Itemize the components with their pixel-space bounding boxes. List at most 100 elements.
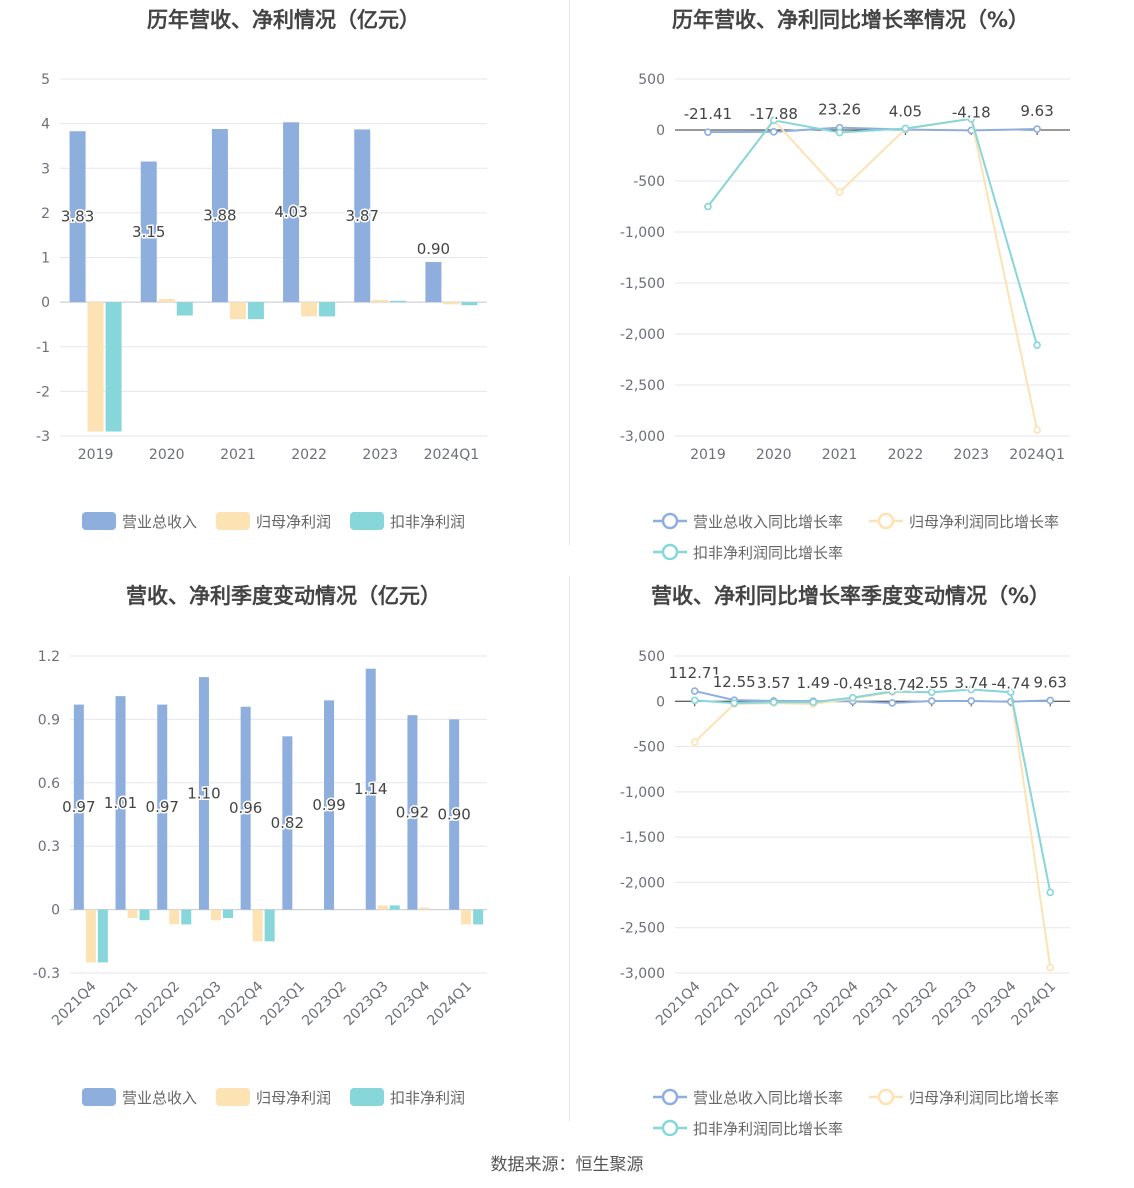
chart-title: 历年营收、净利同比增长率情况（%）	[671, 8, 1030, 32]
bar	[169, 909, 180, 925]
y-tick-label: -1	[36, 340, 50, 356]
bar	[407, 715, 418, 910]
y-tick-label: -0.3	[33, 966, 60, 982]
y-tick-label: 1.2	[38, 649, 60, 665]
data-point	[690, 738, 699, 746]
legend-swatch	[82, 512, 116, 530]
bar	[73, 704, 84, 910]
bar	[461, 302, 478, 306]
y-tick-label: -1,500	[620, 830, 665, 846]
quarterly-amount-svg: -0.300.30.60.91.22021Q42022Q12022Q22022Q…	[33, 649, 487, 1107]
data-label: 2.55	[915, 674, 948, 692]
data-label: 4.03	[274, 203, 307, 221]
bar	[69, 131, 86, 303]
bar	[105, 302, 122, 432]
y-tick-label: 0	[51, 903, 60, 919]
y-tick-label: 1	[41, 251, 50, 267]
legend-label: 营业总收入同比增长率	[693, 1089, 843, 1107]
y-tick-label: -2	[36, 384, 50, 400]
bar	[301, 302, 318, 317]
x-tick-label: 2023Q3	[341, 979, 392, 1030]
series-line	[707, 117, 1039, 431]
x-tick-label: 2024Q1	[1008, 979, 1059, 1030]
x-tick-label: 2021Q4	[49, 978, 100, 1029]
data-point	[1033, 341, 1041, 350]
quarterly-growth-chart: 营收、净利同比增长率季度变动情况（%） -3,000 -2,500 -2,000 -1…	[567, 576, 1134, 1138]
bar	[140, 161, 157, 303]
legend-label: 营业总收入	[122, 1089, 197, 1107]
data-label: 0.90	[437, 806, 470, 824]
data-point	[1046, 888, 1055, 897]
legend-marker	[877, 1088, 895, 1106]
legend-swatch	[350, 512, 384, 530]
series-line	[694, 688, 1052, 968]
data-source: 数据来源：恒生聚源	[490, 1155, 644, 1175]
legend-label: 归母净利润	[256, 513, 331, 531]
bar	[473, 909, 484, 925]
bar	[264, 909, 275, 942]
data-point	[901, 124, 910, 133]
bar	[97, 909, 108, 963]
data-label: -21.41	[684, 105, 732, 123]
y-tick-label: -3,000	[620, 966, 665, 982]
data-label: 23.26	[818, 101, 861, 119]
legend-marker	[877, 512, 895, 530]
bar	[222, 909, 233, 919]
data-label: 0.90	[417, 240, 450, 258]
bar	[210, 909, 221, 921]
data-point	[769, 116, 778, 125]
y-tick-label: 0	[656, 123, 665, 139]
data-point	[1046, 696, 1055, 705]
legend-label: 营业总收入同比增长率	[693, 513, 843, 531]
y-tick-label: 500	[638, 649, 665, 665]
data-label: 0.97	[62, 798, 95, 816]
legend-label: 营业总收入	[122, 513, 197, 531]
x-tick-label: 2024Q1	[424, 447, 480, 463]
data-label: 0.97	[146, 798, 179, 816]
bar	[319, 302, 336, 317]
chart-title: 历年营收、净利情况（亿元）	[147, 8, 420, 32]
annual-amount-chart: 历年营收、净利情况（亿元） -3 -2 -1 0 1 2 3 4 5 2019 2020 2021 20…	[0, 0, 567, 560]
bar	[390, 300, 407, 303]
y-tick-label: 0.6	[38, 776, 60, 792]
legend-swatch	[350, 1088, 384, 1106]
data-point	[967, 685, 976, 694]
y-tick-label: 2	[41, 206, 50, 222]
bar	[157, 704, 168, 910]
data-label: 3.83	[61, 208, 94, 226]
data-point	[888, 687, 897, 696]
bar	[87, 302, 104, 432]
data-label: 3.87	[346, 207, 379, 225]
y-tick-label: 500	[638, 72, 665, 88]
x-tick-label: 2022Q4	[216, 978, 267, 1029]
legend-marker	[661, 543, 679, 561]
series-line	[707, 126, 1038, 134]
y-tick-label: -3,000	[620, 429, 665, 445]
bar	[449, 719, 460, 910]
x-tick-label: 2020	[149, 447, 185, 463]
data-label: 1.49	[797, 674, 830, 692]
data-label: 3.88	[203, 207, 236, 225]
legend-label: 扣非净利润同比增长率	[693, 544, 843, 560]
bar	[365, 668, 376, 910]
x-tick-label: 2019	[78, 447, 114, 463]
legend-marker	[661, 512, 679, 530]
quarterly-amount-chart: 营收、净利季度变动情况（亿元） -0.3 0 0.3 0.6 0.9 1.2 2021Q4 2…	[0, 576, 567, 1136]
data-point	[704, 202, 712, 211]
bar	[419, 907, 430, 910]
x-tick-label: 2022Q3	[174, 979, 225, 1030]
data-point	[704, 128, 712, 136]
annual-amount-svg: -3 -2 -1 0 1 2 3 4 5 2019 2020 2021 2022 2023 2024Q1 3.…	[36, 72, 487, 531]
data-label: -4.18	[952, 103, 991, 121]
legend-label: 扣非净利润	[390, 513, 465, 531]
x-tick-label: 2023	[362, 447, 398, 463]
y-tick-label: -3	[36, 429, 50, 445]
x-tick-label: 2022	[291, 447, 327, 463]
data-label: 0.96	[229, 799, 262, 817]
x-tick-label: 2023Q4	[383, 978, 434, 1029]
legend-marker	[661, 1119, 679, 1137]
data-label: 9.63	[1020, 102, 1053, 120]
series-line	[694, 690, 1051, 704]
data-point	[690, 687, 699, 695]
bar	[354, 129, 371, 303]
